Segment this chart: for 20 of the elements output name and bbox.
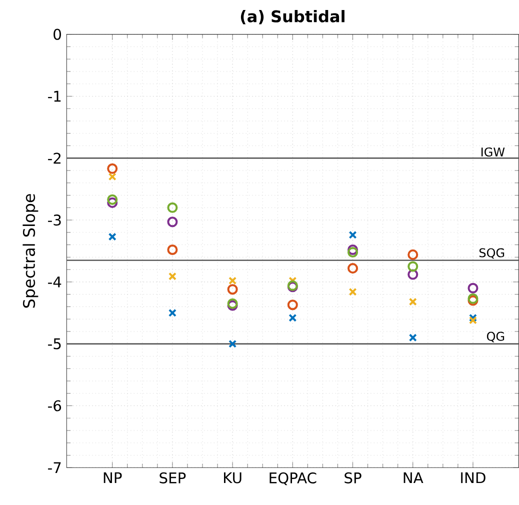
y-tick-label: -4 (48, 276, 62, 288)
y-tick-label: -5 (48, 338, 61, 350)
ref-line-label: QG (486, 332, 504, 342)
x-tick-label: SP (344, 472, 362, 484)
y-tick-label: -7 (48, 462, 61, 473)
ref-line-label: IGW (482, 147, 505, 157)
x-tick-label: EQPAC (270, 472, 316, 486)
x-tick-label: KU (224, 472, 242, 484)
x-tick-label: IND (461, 472, 486, 484)
y-tick-label: -2 (48, 152, 60, 164)
y-tick-label: -1 (48, 90, 61, 102)
chart-title: (a) Subtidal (240, 10, 344, 24)
x-tick-label: SEP (160, 472, 186, 484)
ref-line-label: SQG (479, 248, 504, 259)
y-tick-label: -3 (48, 214, 61, 226)
x-tick-label: NP (104, 472, 122, 484)
y-tick-label: -6 (48, 400, 62, 412)
y-tick-label: 0 (54, 28, 61, 40)
x-tick-label: NA (404, 472, 424, 484)
y-axis-title: Spectral Slope (22, 194, 38, 308)
